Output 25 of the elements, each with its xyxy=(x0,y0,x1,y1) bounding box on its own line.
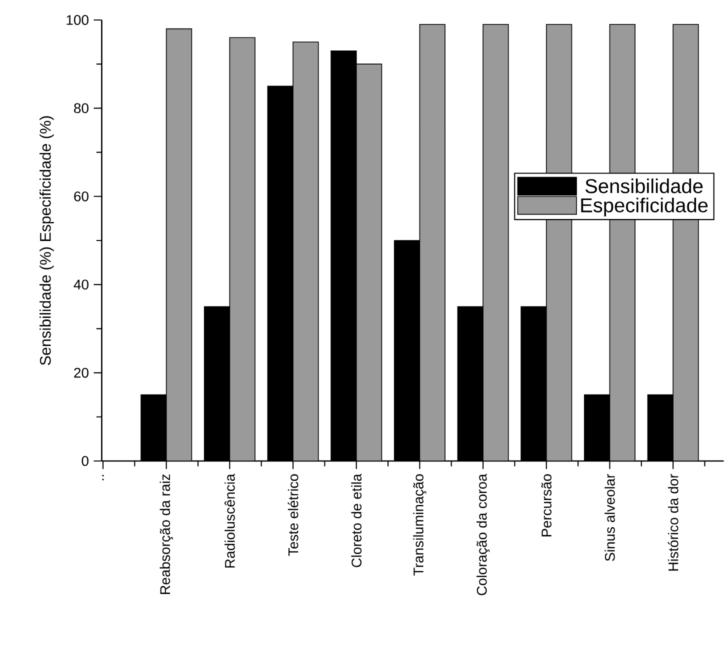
legend-label: Especificidade xyxy=(581,198,708,216)
x-tick-label: Teste elétrico xyxy=(288,474,298,556)
y-tick-label: 80 xyxy=(74,103,88,114)
bar xyxy=(356,64,382,461)
bar xyxy=(292,42,319,461)
x-tick-label: Histórico da dor xyxy=(668,474,678,571)
y-axis-title: Sensibilidade (%) Especificidade (%) xyxy=(40,116,54,366)
y-tick-label: 60 xyxy=(74,191,88,202)
x-tick-label: Transiluminação xyxy=(413,474,426,576)
x-tick-label: Reabsorção da raiz xyxy=(160,474,173,594)
bar xyxy=(229,37,256,461)
bar xyxy=(419,24,446,461)
y-tick-label: 40 xyxy=(74,280,88,290)
y-tick-label: 20 xyxy=(74,368,88,378)
x-tick-label: .. xyxy=(102,474,104,480)
bar xyxy=(482,24,509,461)
y-tick-label: 0 xyxy=(82,456,88,466)
x-tick-label: Cloreto de etila xyxy=(351,474,362,568)
x-tick-label: Coloração da coroa xyxy=(476,474,490,596)
x-tick-label: Sinus alveolar xyxy=(604,474,615,562)
x-tick-label: Percursão xyxy=(541,474,552,536)
bar xyxy=(166,28,192,461)
legend-label: Sensibilidade xyxy=(585,178,703,194)
y-tick-label: 100 xyxy=(66,15,88,25)
x-tick-label: Radioluscência xyxy=(224,474,235,568)
